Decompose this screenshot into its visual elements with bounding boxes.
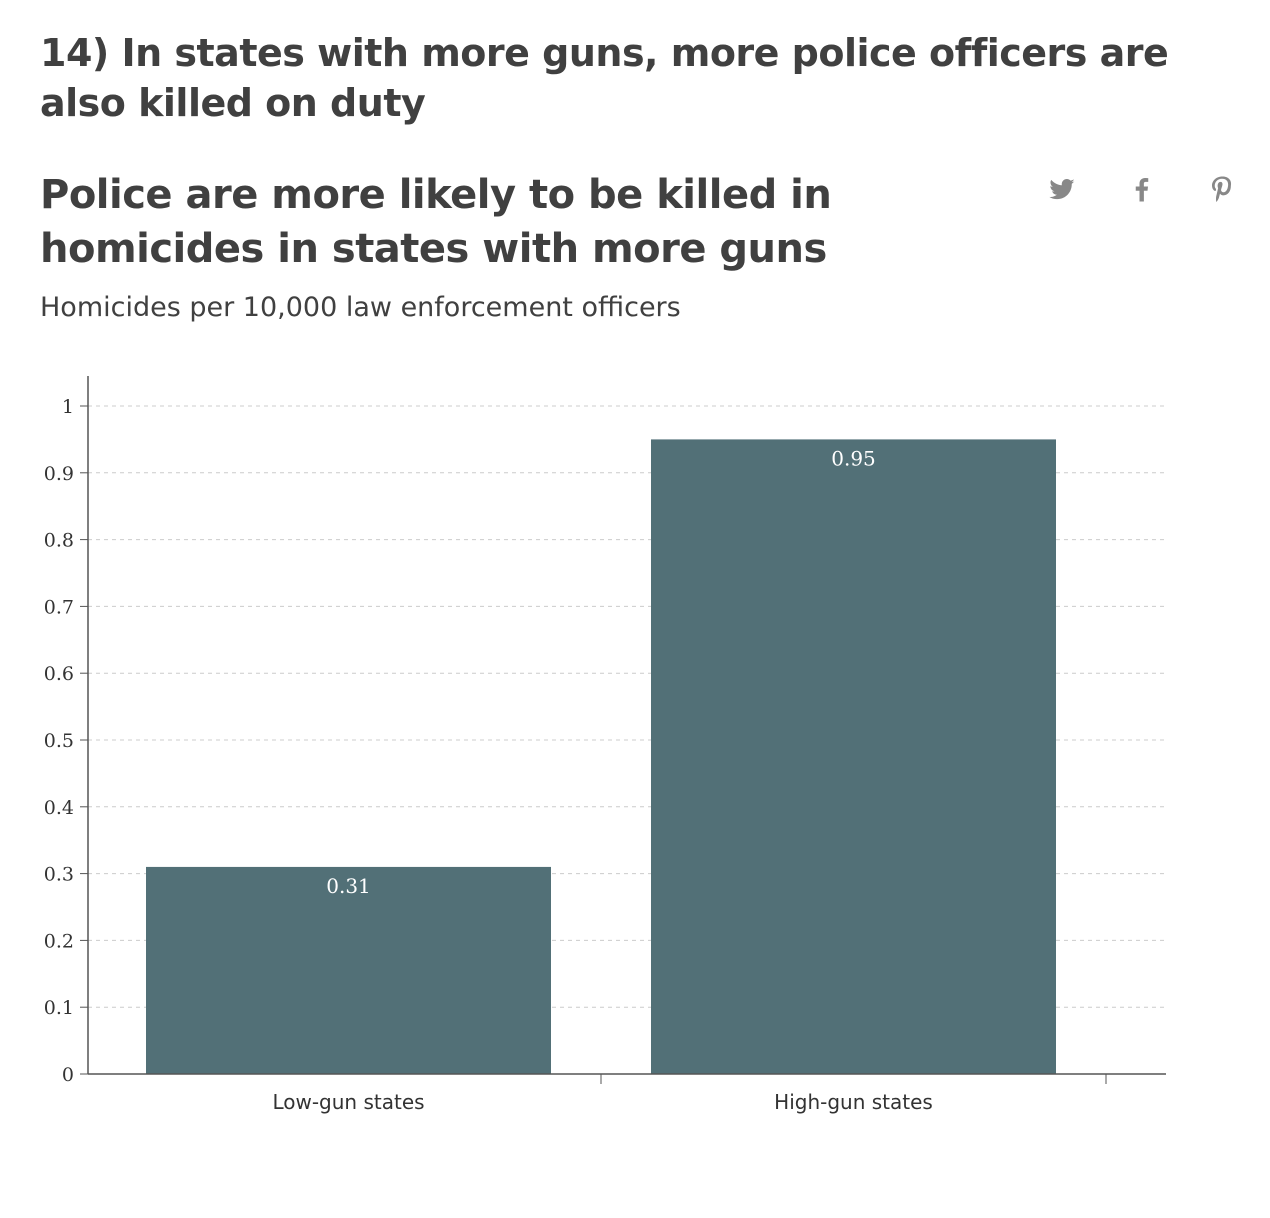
y-tick-label: 0.2 bbox=[44, 930, 74, 952]
chart-title: Police are more likely to be killed in h… bbox=[40, 172, 832, 272]
facebook-share-button[interactable] bbox=[1127, 174, 1157, 204]
y-tick-label: 0.5 bbox=[44, 730, 74, 752]
y-tick-label: 0.3 bbox=[44, 864, 74, 886]
pinterest-icon bbox=[1212, 176, 1232, 202]
y-tick-label: 1 bbox=[62, 396, 74, 418]
bar-high-gun-states bbox=[651, 439, 1056, 1074]
chart-subtitle: Homicides per 10,000 law enforcement off… bbox=[40, 292, 681, 323]
y-tick-label: 0 bbox=[62, 1064, 74, 1086]
bar-value-label: 0.31 bbox=[326, 874, 371, 898]
x-category-label: High-gun states bbox=[774, 1090, 933, 1114]
axes: 0 0.1 0.2 0.3 0.4 0.5 0.6 0.7 0.8 0.9 1 Low-gun sta… bbox=[44, 376, 1166, 1114]
twitter-icon bbox=[1049, 179, 1075, 200]
y-tick-label: 0.7 bbox=[44, 596, 74, 618]
pinterest-share-button[interactable] bbox=[1207, 174, 1237, 204]
facebook-icon bbox=[1135, 178, 1149, 202]
twitter-share-button[interactable] bbox=[1047, 174, 1077, 204]
y-tick-label: 0.9 bbox=[44, 463, 74, 485]
x-category-label: Low-gun states bbox=[272, 1090, 424, 1114]
bar-value-label: 0.95 bbox=[831, 446, 876, 470]
y-tick-label: 0.1 bbox=[44, 997, 74, 1019]
y-tick-label: 0.4 bbox=[44, 797, 74, 819]
bar-chart: 0.31 0.95 0 0.1 0.2 0.3 0.4 0.5 0.6 0.7 0.8 0.9 1 Lo… bbox=[44, 376, 1166, 1114]
y-tick-label: 0.8 bbox=[44, 530, 74, 552]
article-heading: 14) In states with more guns, more polic… bbox=[40, 31, 1169, 125]
bars: 0.31 0.95 bbox=[146, 439, 1056, 1074]
y-tick-label: 0.6 bbox=[44, 663, 74, 685]
bar-low-gun-states bbox=[146, 866, 551, 1074]
